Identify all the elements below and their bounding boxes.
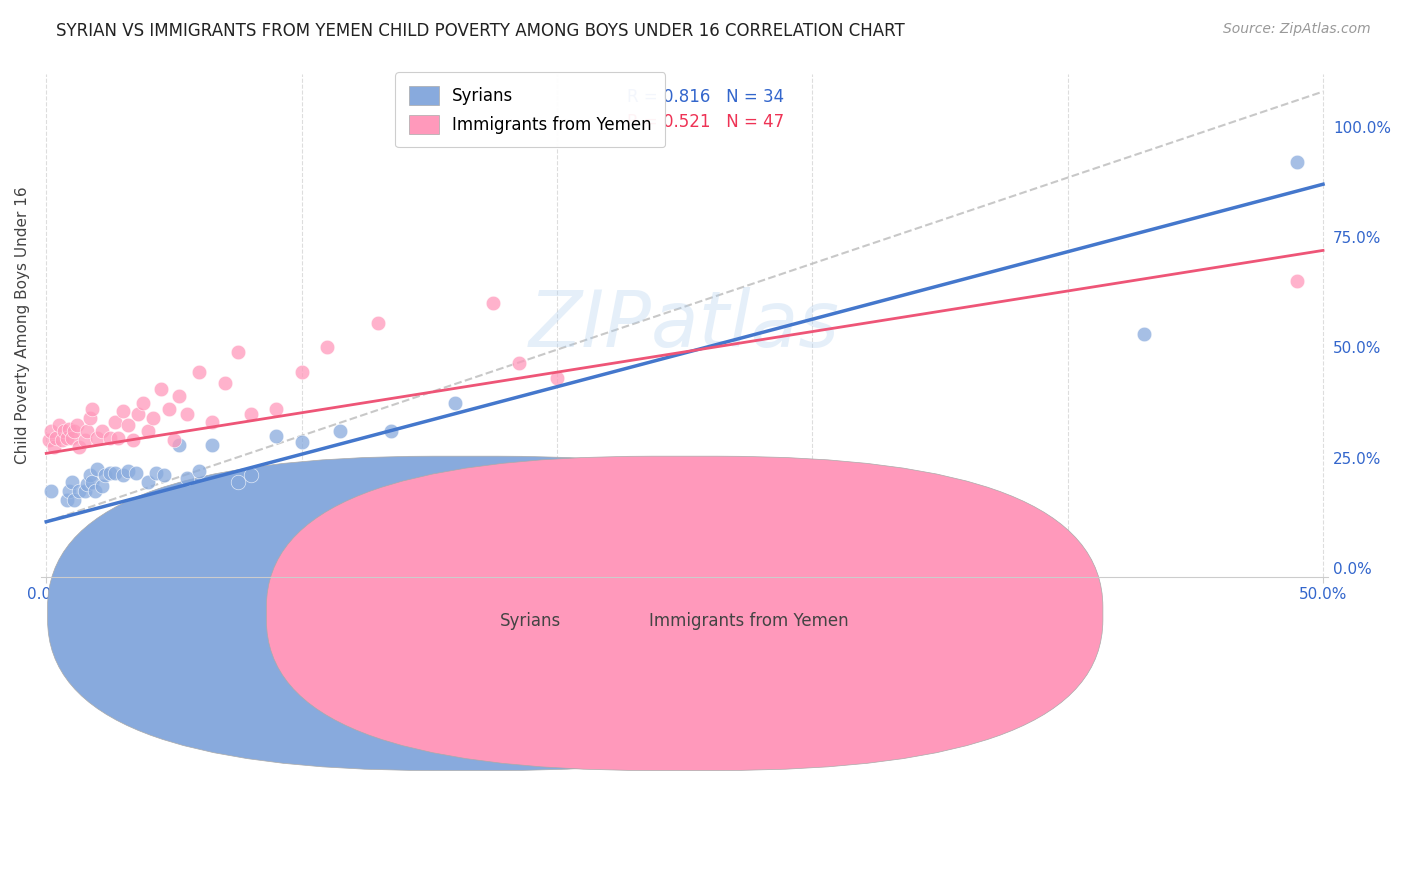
Point <box>152 468 174 483</box>
Point <box>1286 274 1309 288</box>
Point <box>163 433 186 447</box>
Point <box>82 402 104 417</box>
Point <box>1133 327 1156 342</box>
Point <box>107 431 129 445</box>
Point <box>60 431 83 445</box>
Point <box>63 425 86 439</box>
FancyBboxPatch shape <box>48 456 884 771</box>
Point <box>264 428 287 442</box>
Point <box>329 425 352 439</box>
Point <box>117 464 139 478</box>
Point <box>239 407 262 421</box>
Point <box>188 464 211 478</box>
Point <box>111 468 134 483</box>
Point <box>58 422 80 436</box>
Point <box>73 483 96 498</box>
Point <box>53 425 76 439</box>
Point <box>55 492 77 507</box>
Point <box>48 417 70 432</box>
Point <box>167 437 190 451</box>
Point <box>55 431 77 445</box>
Point <box>122 433 145 447</box>
Point <box>150 383 173 397</box>
Point <box>176 470 198 484</box>
Point <box>264 402 287 417</box>
Point <box>157 402 180 417</box>
Text: ZIPatlas: ZIPatlas <box>529 287 839 363</box>
Point <box>41 483 63 498</box>
Point <box>138 475 160 489</box>
Point <box>214 376 236 390</box>
Point <box>51 433 73 447</box>
Point <box>142 411 165 425</box>
Point <box>138 425 160 439</box>
Text: Immigrants from Yemen: Immigrants from Yemen <box>650 612 849 630</box>
Point <box>380 425 402 439</box>
Point <box>82 475 104 489</box>
Point <box>111 404 134 418</box>
Point <box>104 416 127 430</box>
Point <box>124 466 146 480</box>
Point <box>176 407 198 421</box>
Point <box>63 492 86 507</box>
Point <box>98 466 121 480</box>
Point <box>67 440 90 454</box>
Point <box>201 437 224 451</box>
Point <box>104 466 127 480</box>
Point <box>79 411 101 425</box>
Point <box>226 475 249 489</box>
Point <box>58 483 80 498</box>
Point <box>290 435 312 450</box>
Point <box>45 431 67 445</box>
Point <box>91 479 114 493</box>
Text: R = 0.521   N = 47: R = 0.521 N = 47 <box>627 112 783 131</box>
Point <box>316 341 339 355</box>
Text: Source: ZipAtlas.com: Source: ZipAtlas.com <box>1223 22 1371 37</box>
Point <box>73 433 96 447</box>
Point <box>290 365 312 379</box>
Point <box>83 483 105 498</box>
Text: SYRIAN VS IMMIGRANTS FROM YEMEN CHILD POVERTY AMONG BOYS UNDER 16 CORRELATION CH: SYRIAN VS IMMIGRANTS FROM YEMEN CHILD PO… <box>56 22 905 40</box>
Point <box>508 356 530 370</box>
Point <box>79 468 101 483</box>
Legend: Syrians, Immigrants from Yemen: Syrians, Immigrants from Yemen <box>395 72 665 147</box>
Point <box>91 425 114 439</box>
Point <box>86 462 108 476</box>
Y-axis label: Child Poverty Among Boys Under 16: Child Poverty Among Boys Under 16 <box>15 186 30 464</box>
Point <box>42 440 65 454</box>
Point <box>66 417 89 432</box>
Point <box>167 389 190 403</box>
Point <box>76 425 98 439</box>
Point <box>1286 155 1309 169</box>
Point <box>482 296 505 310</box>
Point <box>145 466 167 480</box>
Point <box>98 431 121 445</box>
Point <box>127 407 149 421</box>
Text: Syrians: Syrians <box>499 612 561 630</box>
Point <box>367 316 389 330</box>
Point <box>86 431 108 445</box>
Point <box>117 417 139 432</box>
Point <box>94 468 117 483</box>
Point <box>239 468 262 483</box>
Point <box>38 433 60 447</box>
Point <box>132 395 155 409</box>
Point <box>201 416 224 430</box>
Point <box>41 425 63 439</box>
Text: R = 0.816   N = 34: R = 0.816 N = 34 <box>627 87 783 105</box>
Point <box>443 395 465 409</box>
Point <box>226 344 249 359</box>
FancyBboxPatch shape <box>266 456 1102 771</box>
Point <box>60 475 83 489</box>
Point <box>67 483 90 498</box>
Point <box>76 477 98 491</box>
Point <box>188 365 211 379</box>
Point <box>546 371 568 385</box>
